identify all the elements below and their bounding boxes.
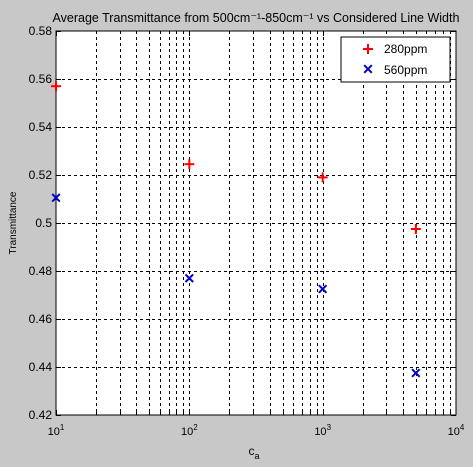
legend-label-560ppm: 560ppm — [384, 63, 427, 77]
x-axis-label-main: c — [248, 444, 254, 458]
x-tick-label-base: 10 — [314, 426, 326, 438]
data-point-560ppm — [411, 368, 421, 378]
legend: 280ppm 560ppm — [340, 36, 451, 83]
y-tick-label: 0.42 — [29, 408, 53, 422]
x-tick-label-exponent: 3 — [327, 423, 332, 432]
x-tick-label-base: 10 — [181, 426, 193, 438]
legend-markers — [363, 44, 373, 74]
marker-stroke — [51, 193, 61, 203]
grid-lines — [56, 31, 456, 415]
y-tick-labels: 0.42 0.44 0.46 0.48 0.5 0.52 0.54 0.56 0.58 — [29, 24, 53, 422]
y-tick-label: 0.46 — [29, 312, 53, 326]
chart-title: Average Transmittance from 500cm⁻¹-850cm… — [53, 11, 460, 25]
marker-stroke — [363, 64, 373, 74]
y-axis-label: Transmittance — [8, 191, 19, 254]
x-axis-label-subscript: a — [254, 451, 259, 461]
x-tick-label-base: 10 — [48, 426, 60, 438]
legend-label-280ppm: 280ppm — [384, 42, 427, 56]
x-tick-label: 103 — [314, 423, 331, 438]
x-axis-label: ca — [248, 444, 259, 461]
x-tick-label-exponent: 2 — [193, 423, 198, 432]
x-tick-label-base: 10 — [448, 426, 460, 438]
x-tick-label: 102 — [181, 423, 198, 438]
marker-stroke — [318, 284, 328, 294]
data-point-280ppm — [317, 172, 328, 183]
y-tick-label: 0.54 — [29, 120, 53, 134]
y-tick-label: 0.58 — [29, 24, 53, 38]
y-tick-label: 0.56 — [29, 72, 53, 86]
x-tick-label-exponent: 1 — [60, 423, 65, 432]
legend-marker-280ppm — [363, 44, 373, 54]
y-tick-label: 0.44 — [29, 360, 53, 374]
x-tick-label: 104 — [448, 423, 465, 438]
y-tick-label: 0.52 — [29, 168, 53, 182]
data-point-560ppm — [184, 273, 194, 283]
data-point-560ppm — [318, 284, 328, 294]
axis-ticks — [56, 31, 456, 416]
data-point-280ppm — [184, 159, 195, 170]
y-tick-label: 0.48 — [29, 264, 53, 278]
x-tick-label-exponent: 4 — [460, 423, 465, 432]
data-point-560ppm — [51, 193, 61, 203]
y-tick-label: 0.5 — [35, 216, 52, 230]
legend-marker-560ppm — [363, 64, 373, 74]
x-tick-label: 101 — [48, 423, 65, 438]
x-tick-labels: 101 102 103 104 — [48, 423, 465, 438]
data-markers — [51, 81, 421, 378]
marker-stroke — [184, 273, 194, 283]
marker-stroke — [411, 368, 421, 378]
data-point-280ppm — [51, 81, 61, 92]
data-point-280ppm — [410, 224, 421, 234]
legend-box — [340, 36, 451, 83]
